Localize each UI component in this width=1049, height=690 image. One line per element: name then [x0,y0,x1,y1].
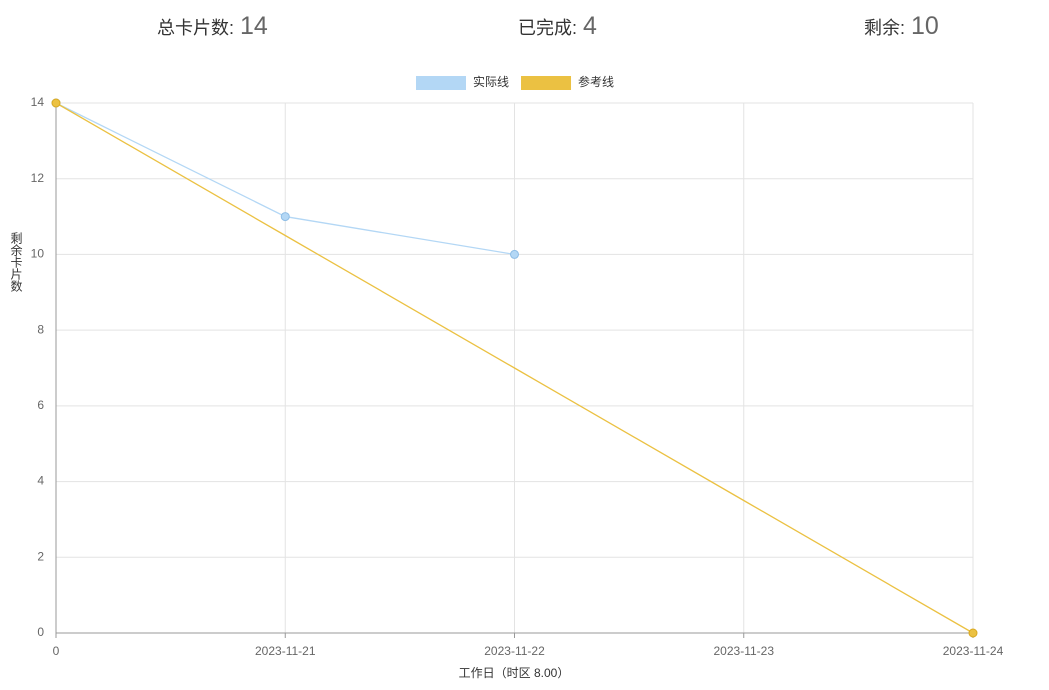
y-tick-label: 0 [37,625,44,639]
y-tick-label: 2 [37,549,44,563]
y-axis-label: 剩余卡片数 [9,232,23,293]
stat-left: 剩余: 10 [864,12,939,41]
y-tick-label: 6 [37,398,44,412]
stat-label: 已完成: [518,18,578,38]
series-point [510,249,519,259]
y-tick-label: 10 [31,247,45,261]
stat-value: 10 [911,12,939,40]
series-point [280,212,290,222]
stat-done: 已完成: 4 [518,12,597,41]
stat-total: 总卡片数: 14 [157,12,268,41]
legend-label: 参考线 [578,74,614,89]
stat-label: 剩余: [864,18,906,38]
y-tick-label: 12 [31,171,45,185]
x-tick-label: 2023-11-23 [714,644,775,658]
series-point [968,628,978,638]
legend-label: 实际线 [473,74,509,89]
stat-value: 4 [583,12,597,40]
stat-label: 总卡片数: [157,18,235,38]
series-line [55,102,974,634]
y-tick-label: 14 [31,95,45,109]
x-tick-label: 2023-11-24 [943,644,1004,658]
legend-swatch [416,76,466,90]
y-tick-label: 4 [37,474,44,488]
x-axis-label: 工作日（时区 8.00） [459,666,570,680]
x-tick-label: 2023-11-22 [484,644,545,658]
y-tick-label: 8 [37,322,44,336]
x-tick-label: 2023-11-21 [255,644,316,658]
stat-value: 14 [240,12,268,40]
series-point [51,98,61,108]
legend-swatch [521,76,572,90]
x-tick-label: 0 [53,644,60,658]
